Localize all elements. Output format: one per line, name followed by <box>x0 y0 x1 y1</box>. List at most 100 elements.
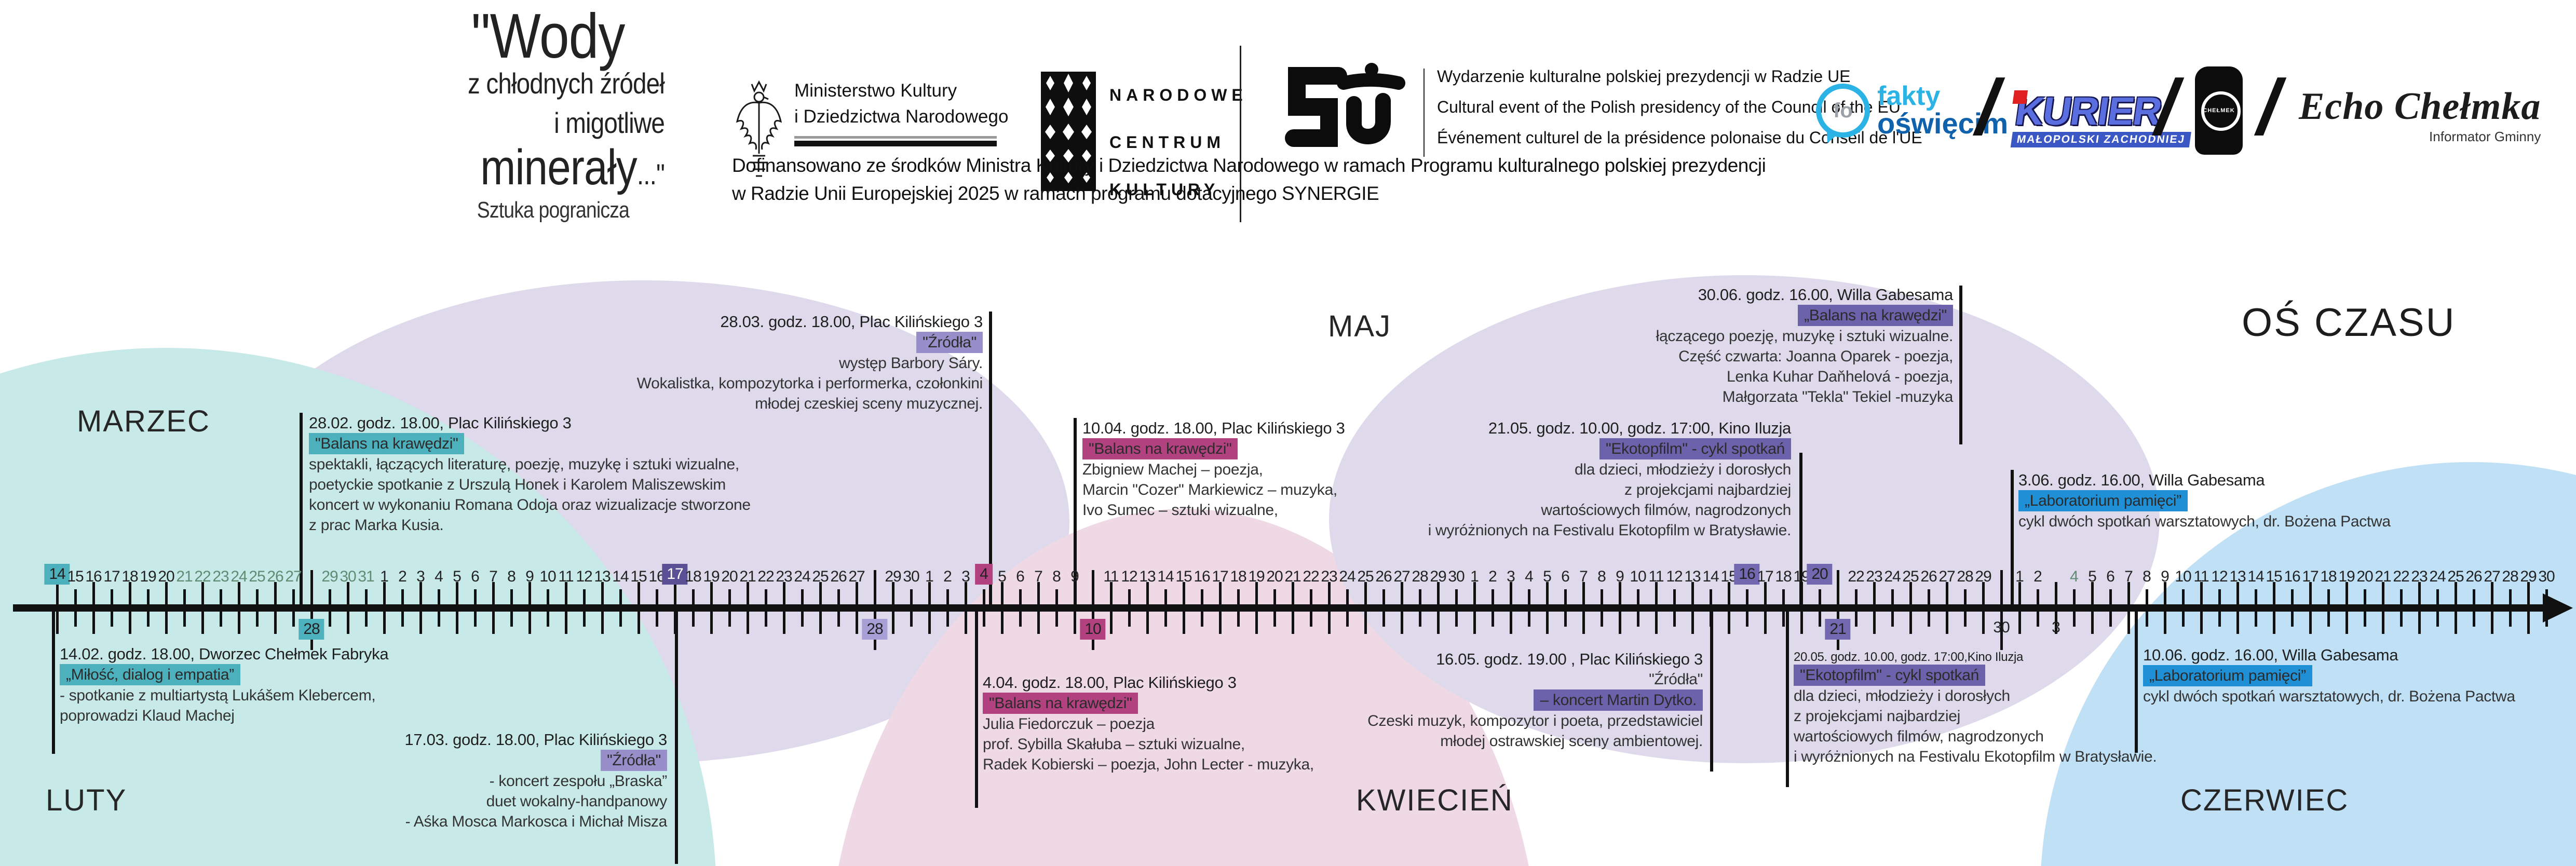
tick-label: 1 <box>1470 568 1479 585</box>
title-line-2: z chłodnych źródeł <box>468 67 665 100</box>
tick <box>2418 582 2421 634</box>
funding-line-1: Dofinansowano ze środków Ministra Kultur… <box>732 155 1766 176</box>
tick-label: 3 <box>1507 568 1515 585</box>
tick <box>1201 589 1203 627</box>
tick <box>183 589 186 627</box>
title-subtitle: Sztuka pogranicza <box>477 197 630 223</box>
tick <box>910 589 913 627</box>
event-title: "Balans na krawędzi" <box>983 693 1314 714</box>
tick-label: 17 <box>1757 568 1773 585</box>
tick <box>310 570 313 650</box>
tick-label: 13 <box>1684 568 1701 585</box>
tick-label: 20 <box>721 568 738 585</box>
tick-label: 24 <box>794 568 810 585</box>
tick <box>2527 582 2530 634</box>
tick-label: 11 <box>1103 568 1119 585</box>
tick-label: 1 <box>925 568 934 585</box>
tick-label: 24 <box>1339 568 1355 585</box>
tick <box>765 589 767 627</box>
funding-note: Dofinansowano ze środków Ministra Kultur… <box>732 152 1822 208</box>
tick <box>583 589 586 627</box>
tick <box>1364 582 1367 634</box>
tick-label: 16 <box>1734 564 1760 585</box>
tick-label: 3 <box>416 568 425 585</box>
tick <box>1928 589 1930 627</box>
tick-label: 19 <box>1248 568 1265 585</box>
tick <box>1346 589 1349 627</box>
tick <box>2255 589 2257 627</box>
tick <box>1273 589 1276 627</box>
tick <box>1455 589 1458 627</box>
tick <box>2436 589 2439 627</box>
tick <box>1128 589 1131 627</box>
event-line: Marcin "Cozer" Markiewicz – muzyka, <box>1082 481 1337 498</box>
tick <box>1819 589 1821 627</box>
tick-label: 4 <box>2070 568 2079 585</box>
tick-label: 13 <box>1139 568 1156 585</box>
tick <box>2164 582 2166 634</box>
tick <box>983 589 985 627</box>
event-line: Małgorzata "Tekla" Tekiel -muzyka <box>1722 388 1954 405</box>
connector-line <box>1074 418 1077 606</box>
tick <box>1055 589 1058 627</box>
tick-label: 5 <box>1543 568 1552 585</box>
tick <box>892 582 894 634</box>
event-title: "Balans na krawędzi" <box>309 433 751 454</box>
nck-logo: NARODOWE CENTRUM KULTURY <box>1041 72 1248 213</box>
tick-label: 26 <box>1920 568 1937 585</box>
ministry-name-line-1: Ministerstwo Kultury <box>794 80 957 101</box>
tick-label: 6 <box>471 568 480 585</box>
tick-label: 26 <box>1375 568 1392 585</box>
tick-label: 25 <box>2447 568 2464 585</box>
tick <box>238 582 240 634</box>
tick <box>383 582 386 634</box>
tick <box>1800 582 1803 634</box>
tick <box>2073 589 2076 627</box>
event-line: Julia Fiedorczuk – poezja <box>983 715 1155 733</box>
ministry-rule-gray <box>794 136 997 139</box>
event-line: Część czwarta: Joanna Oparek - poezja, <box>1678 348 1953 365</box>
event-line: z prac Marka Kusia. <box>309 517 444 534</box>
event-date: 21.05. godz. 10.00, godz. 17:00, Kino Il… <box>1488 419 1791 437</box>
fakty-oswiecim-logo: fo fakty oświęcim <box>1816 83 2008 138</box>
tick-label: 25 <box>812 568 829 585</box>
tick <box>2382 582 2384 634</box>
header-divider-2 <box>1423 69 1425 157</box>
event-date: 16.05. godz. 19.00 , Plac Kilińskiego 3 <box>1436 650 1703 668</box>
nck-diamond-icon <box>1041 72 1096 213</box>
tick-label: 5 <box>998 568 1007 585</box>
tick <box>274 582 277 634</box>
tick <box>2509 589 2512 627</box>
tick-label: 28 <box>1957 568 1973 585</box>
event-line: Wokalistka, kompozytorka i performerka, … <box>636 375 983 392</box>
tick <box>1891 589 1894 627</box>
tick <box>1655 582 1658 634</box>
event-date: 4.04. godz. 18.00, Plac Kilińskiego 3 <box>983 673 1237 692</box>
nck-line-2: CENTRUM <box>1109 133 1225 152</box>
event-date: 10.06. godz. 16.00, Willa Gabesama <box>2143 646 2398 664</box>
tick <box>147 589 150 627</box>
tick <box>438 589 440 627</box>
tick-label: 6 <box>1561 568 1570 585</box>
tick-label: 8 <box>1052 568 1061 585</box>
tick <box>2545 589 2548 627</box>
tick-label: 14 <box>1157 568 1174 585</box>
tick-label: 7 <box>1034 568 1043 585</box>
tick-label: 31 <box>358 568 374 585</box>
event-20-05: 20.05. godz. 10.00, godz. 17:00,Kino Ilu… <box>1794 650 2157 767</box>
tick <box>2309 582 2312 634</box>
tick <box>1255 582 1258 634</box>
event-date: 20.05. godz. 10.00, godz. 17:00,Kino Ilu… <box>1794 650 2024 664</box>
tick-label: 28 <box>1412 568 1428 585</box>
tick-label: 6 <box>2106 568 2115 585</box>
tick <box>56 582 59 634</box>
tick <box>1492 589 1494 627</box>
tick <box>1637 589 1639 627</box>
tick-label: 27 <box>285 568 302 585</box>
tick-label: 30 <box>340 568 356 585</box>
tick <box>2200 582 2203 634</box>
tick <box>1619 582 1621 634</box>
month-label-february: LUTY <box>46 783 127 817</box>
event-line: z projekcjami najbardziej <box>1624 481 1791 498</box>
tick <box>1601 589 1603 627</box>
